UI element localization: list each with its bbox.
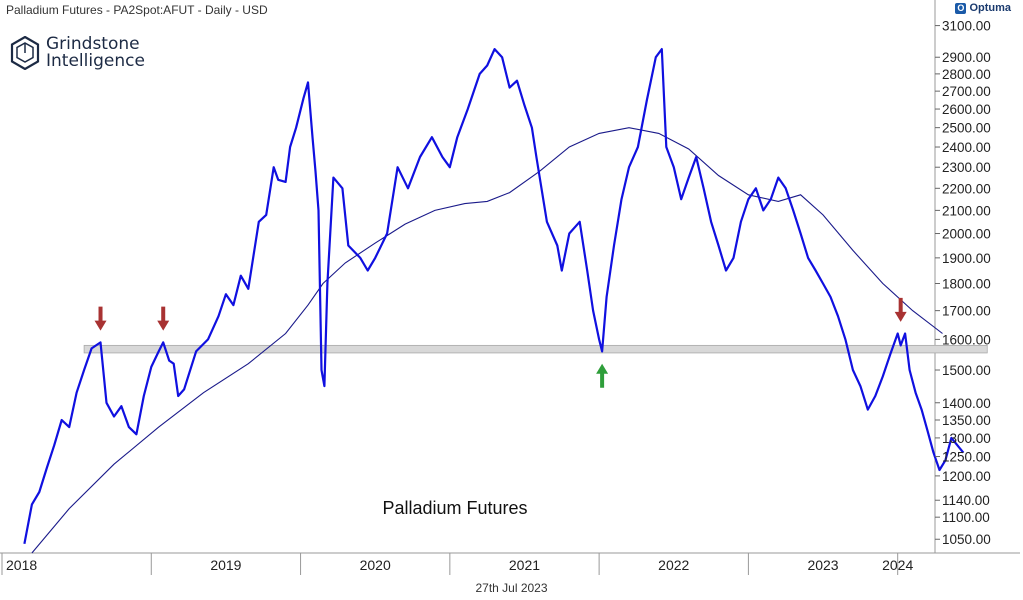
y-tick-label-11: 1800.00: [942, 277, 991, 292]
logo-line-1: Grindstone: [46, 34, 140, 54]
moving-average-line: [31, 127, 943, 554]
grindstone-logo: Grindstone Intelligence: [10, 36, 145, 70]
x-tick-label-3: 2021: [509, 557, 540, 573]
y-tick-label-21: 2800.00: [942, 67, 991, 82]
y-tick-label-20: 2700.00: [942, 84, 991, 99]
y-tick-label-10: 1700.00: [942, 304, 991, 319]
down-arrow-icon-0: [94, 306, 107, 331]
x-tick-label-6: 2024: [882, 557, 913, 573]
marker-layer: [94, 297, 907, 388]
y-tick-label-0: 1050.00: [942, 532, 991, 547]
x-tick-label-4: 2022: [658, 557, 689, 573]
y-tick-label-6: 1350.00: [942, 413, 991, 428]
y-tick-label-5: 1300.00: [942, 431, 991, 446]
price-line-layer: [23, 48, 965, 545]
logo-line-2: Intelligence: [46, 51, 145, 71]
price-line: [23, 48, 965, 545]
y-tick-label-16: 2300.00: [942, 160, 991, 175]
grindstone-logo-icon: [10, 36, 40, 70]
down-arrow-icon-3: [894, 297, 907, 322]
x-tick-label-1: 2019: [210, 557, 241, 573]
y-tick-label-8: 1500.00: [942, 363, 991, 378]
chart-annotation: Palladium Futures: [382, 498, 527, 518]
y-tick-label-19: 2600.00: [942, 102, 991, 117]
x-tick-label-5: 2023: [807, 557, 838, 573]
y-tick-label-12: 1900.00: [942, 251, 991, 266]
y-axis: 1050.00 1100.00 1140.00 1200.00 1250.00 1300.…: [935, 19, 991, 547]
y-tick-label-4: 1250.00: [942, 450, 991, 465]
x-tick-label-0: 2018: [6, 557, 37, 573]
y-tick-label-2: 1140.00: [942, 493, 990, 508]
down-arrow-icon-1: [157, 306, 170, 331]
up-arrow-icon-2: [596, 363, 609, 388]
x-axis: 2018 2019 2020 2021 2022 2023 2024: [1, 553, 913, 575]
x-tick-label-2: 2020: [360, 557, 391, 573]
y-tick-label-15: 2200.00: [942, 181, 991, 196]
brand: O Optuma: [955, 2, 1011, 14]
y-tick-label-18: 2500.00: [942, 121, 991, 136]
plot-area: [0, 0, 1020, 554]
y-axis-panel: [935, 0, 1020, 553]
y-tick-label-14: 2100.00: [942, 203, 991, 218]
optuma-icon: O: [955, 2, 967, 14]
chart-header-title: Palladium Futures - PA2Spot:AFUT - Daily…: [6, 3, 268, 17]
date-label: 27th Jul 2023: [475, 581, 548, 595]
brand-name: Optuma: [969, 2, 1011, 14]
y-tick-label-7: 1400.00: [942, 396, 991, 411]
y-tick-label-13: 2000.00: [942, 227, 991, 242]
y-tick-label-3: 1200.00: [942, 469, 991, 484]
support-band: [83, 344, 988, 354]
y-tick-label-22: 2900.00: [942, 50, 991, 65]
y-tick-label-1: 1100.00: [942, 510, 990, 525]
moving-average-layer: [31, 127, 943, 554]
support-band-layer: [83, 344, 988, 354]
y-tick-label-9: 1600.00: [942, 332, 991, 347]
y-tick-label-23: 3100.00: [942, 19, 991, 34]
y-tick-label-17: 2400.00: [942, 140, 991, 155]
